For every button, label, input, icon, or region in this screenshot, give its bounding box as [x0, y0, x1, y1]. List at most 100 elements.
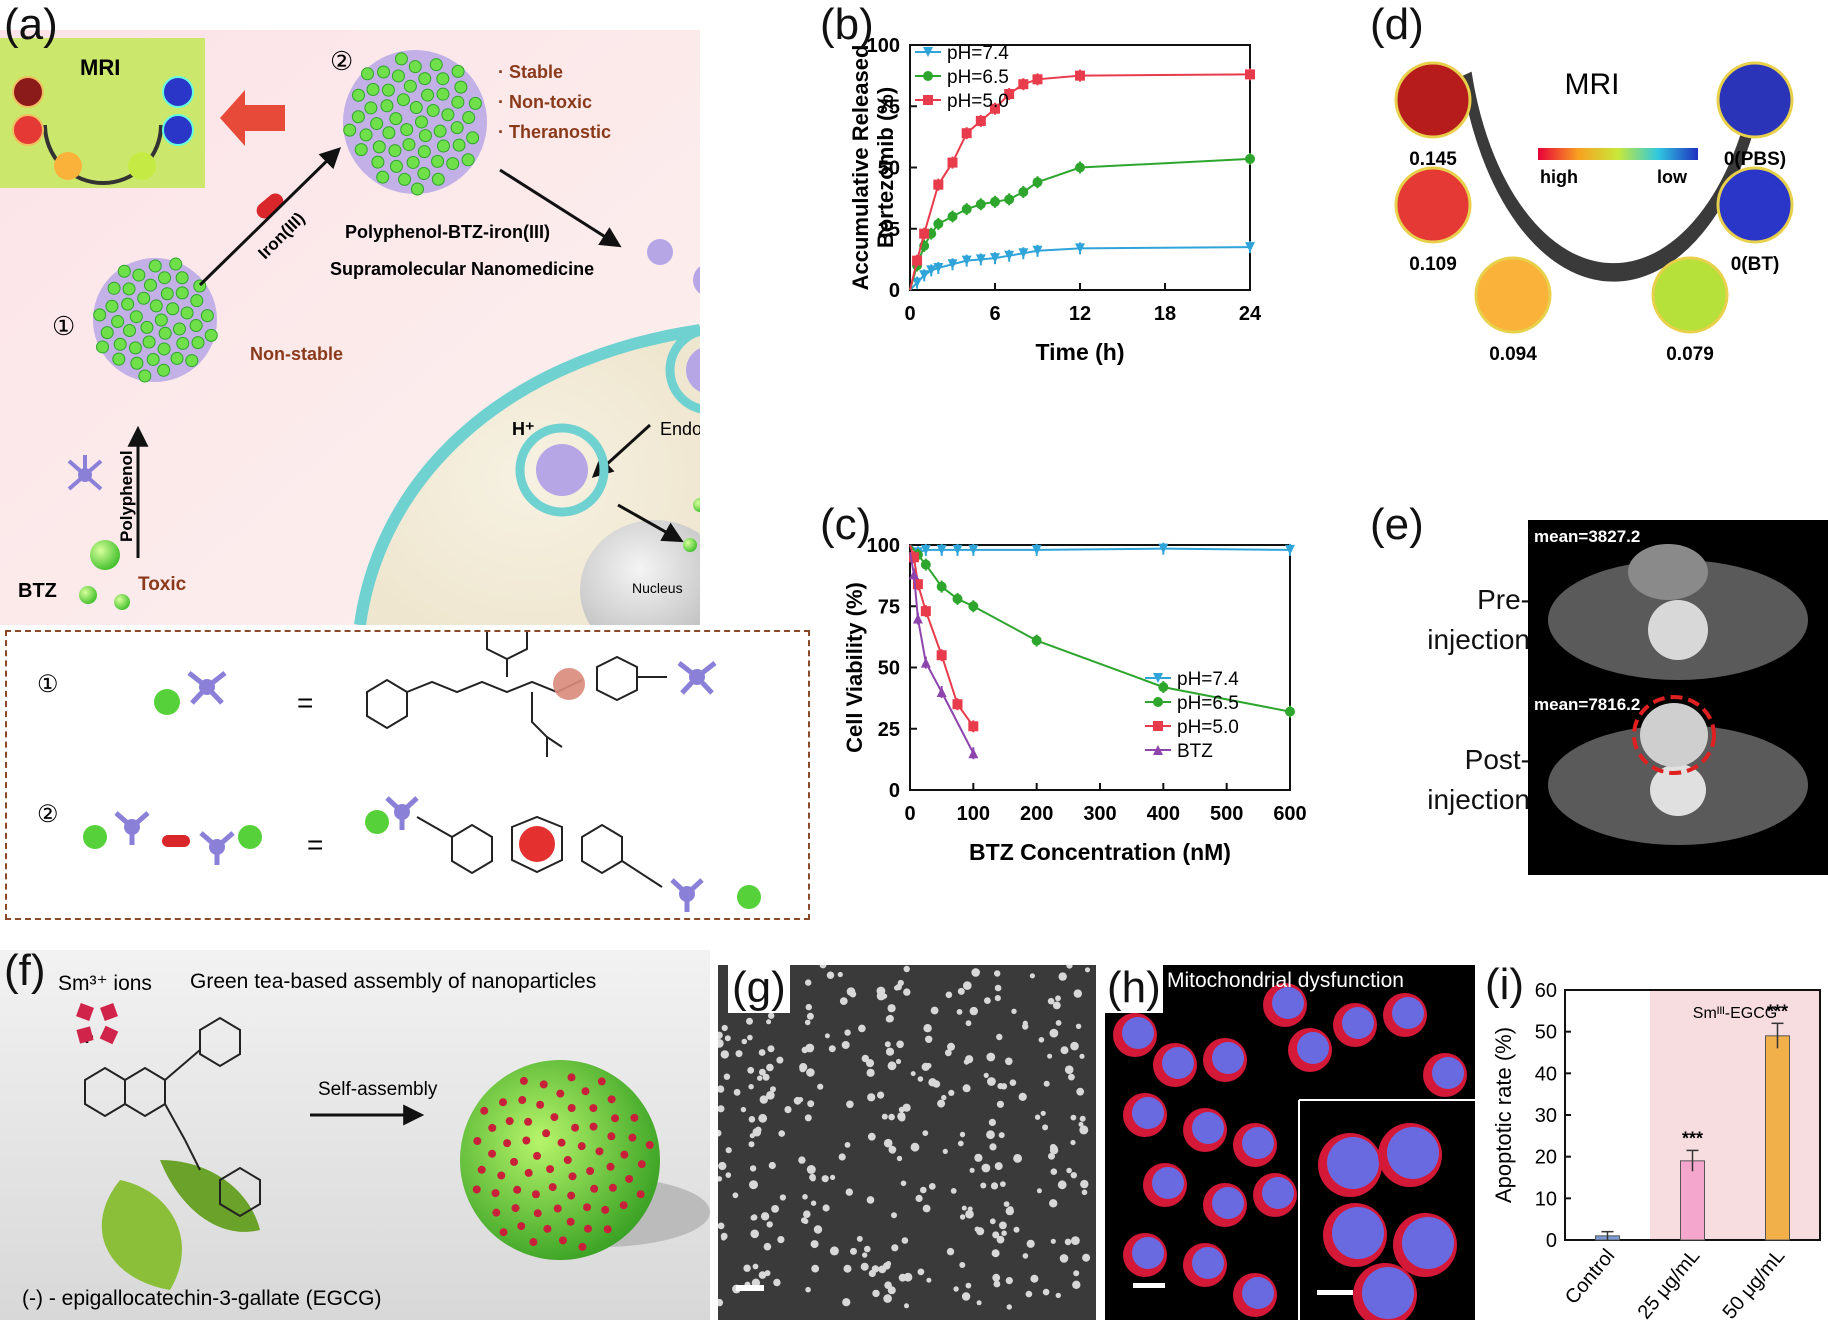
sem-particle — [1001, 1230, 1007, 1236]
sem-particle — [798, 1156, 806, 1164]
sem-particle — [944, 1049, 952, 1057]
sem-particle — [1052, 1001, 1061, 1010]
data-point — [919, 270, 930, 281]
sem-particle — [1042, 1124, 1049, 1131]
sm-dot — [601, 1205, 610, 1214]
green-dot — [431, 172, 445, 186]
nucleus-stain — [1242, 1277, 1274, 1309]
panel-b-label: (b) — [820, 0, 874, 49]
sem-particle — [1011, 1008, 1017, 1014]
sm-dot — [603, 1225, 612, 1234]
mri-value: 0.145 — [1409, 149, 1457, 170]
green-dot — [170, 351, 184, 365]
sem-particle — [1066, 962, 1073, 969]
green-ball — [365, 810, 389, 834]
sem-particle — [1026, 1239, 1035, 1248]
sem-particle — [733, 1088, 741, 1096]
sem-particle — [720, 1050, 729, 1059]
green-dot — [157, 363, 171, 377]
structure-diagrams: ① ② = — [37, 617, 761, 912]
sem-particle — [963, 981, 972, 990]
sem-particle — [961, 1205, 967, 1211]
red-arrow-icon — [220, 90, 285, 146]
sem-particle — [1058, 972, 1067, 981]
sem-particle — [994, 1162, 1003, 1171]
group-highlight — [1650, 990, 1820, 1240]
sm-ion-icon — [76, 1003, 94, 1021]
sem-particle — [1006, 1304, 1012, 1310]
green-dot — [142, 335, 156, 349]
sem-particle — [991, 1249, 1000, 1258]
data-point — [1031, 544, 1042, 555]
nucleus-stain — [1132, 1097, 1164, 1129]
mri-title: MRI — [1565, 68, 1620, 101]
green-dot — [359, 128, 373, 142]
mri-phantom: MRI high low 0.145 0.109 0.094 0.079 0(BT) 0(… — [1394, 61, 1794, 365]
green-dot — [452, 138, 466, 152]
sm-dot — [583, 1224, 592, 1233]
sm-dot — [542, 1129, 551, 1138]
data-point — [912, 613, 923, 624]
y-tick-label: 10 — [1535, 1188, 1557, 1210]
sem-particle — [805, 979, 812, 986]
btz-molecule-icon — [385, 796, 419, 830]
sem-particle — [981, 1163, 991, 1173]
sem-particle — [891, 1244, 899, 1252]
sem-particle — [721, 1235, 727, 1241]
green-dot — [364, 101, 378, 115]
post-tumor — [1640, 703, 1708, 767]
sem-particle — [714, 1039, 724, 1048]
sem-particle — [917, 1268, 925, 1276]
sem-particle — [883, 1294, 892, 1303]
sem-particle — [804, 1114, 812, 1122]
sm-ions-label: Sm³⁺ ions — [58, 972, 152, 995]
sm-dot — [556, 1089, 565, 1098]
sm-dot — [529, 1238, 538, 1247]
y-axis-label: Cell Viability (%) — [842, 582, 867, 753]
sm-ion-icon — [100, 1003, 118, 1021]
sm-dot — [539, 1080, 548, 1089]
mri-spot — [1651, 256, 1729, 334]
x-tick-label: 6 — [989, 303, 1000, 325]
sem-particle — [1072, 1280, 1081, 1289]
sem-particle — [990, 1182, 999, 1190]
cell-membrane — [354, 324, 701, 626]
sem-particle — [942, 1148, 948, 1154]
sem-particle — [845, 1188, 853, 1196]
sm-dot — [578, 1242, 587, 1251]
sem-particle — [946, 1247, 955, 1256]
nucleus-label: Nucleus — [632, 580, 683, 596]
green-dot — [436, 72, 450, 86]
data-point — [968, 721, 979, 732]
mri-scans: mean=3827.2 mean=7816.2 — [1528, 520, 1828, 875]
data-point — [920, 606, 931, 617]
y-tick-label: 100 — [867, 35, 900, 57]
sem-particle — [987, 1077, 996, 1086]
egcg-label: (-) - epigallocatechin-3-gallate (EGCG) — [22, 1287, 381, 1310]
sem-particle — [948, 1089, 955, 1096]
sem-particle — [996, 1235, 1005, 1244]
sem-particle — [994, 970, 1001, 977]
structure-box: ① ② = — [5, 617, 810, 920]
green-dot — [175, 286, 189, 300]
sem-particle — [822, 1204, 830, 1212]
nucleus-stain — [1332, 1207, 1384, 1259]
pre-mean: mean=3827.2 — [1534, 527, 1640, 546]
sem-particle — [725, 1147, 732, 1154]
h-title: Mitochondrial dysfunction — [1167, 969, 1404, 992]
scale-bar — [1133, 1283, 1165, 1288]
data-point — [1075, 162, 1085, 173]
legend-label: pH=7.4 — [947, 43, 1009, 64]
sem-particle — [871, 1265, 880, 1273]
panel-e: (e) Pre- injection Post- injection mean=… — [1370, 500, 1828, 920]
scale-bar — [1317, 1290, 1353, 1295]
significance-label: *** — [1682, 1128, 1703, 1148]
sem-particle — [957, 987, 965, 995]
y-axis-label: Accumulative ReleasedBortezomib (%) — [848, 45, 898, 291]
sem-particle — [732, 1192, 739, 1199]
post-mean: mean=7816.2 — [1534, 695, 1640, 714]
sem-particle — [758, 1113, 768, 1123]
sem-particle — [1022, 1253, 1029, 1259]
sm-dot — [625, 1174, 634, 1183]
data-point — [1018, 248, 1029, 259]
